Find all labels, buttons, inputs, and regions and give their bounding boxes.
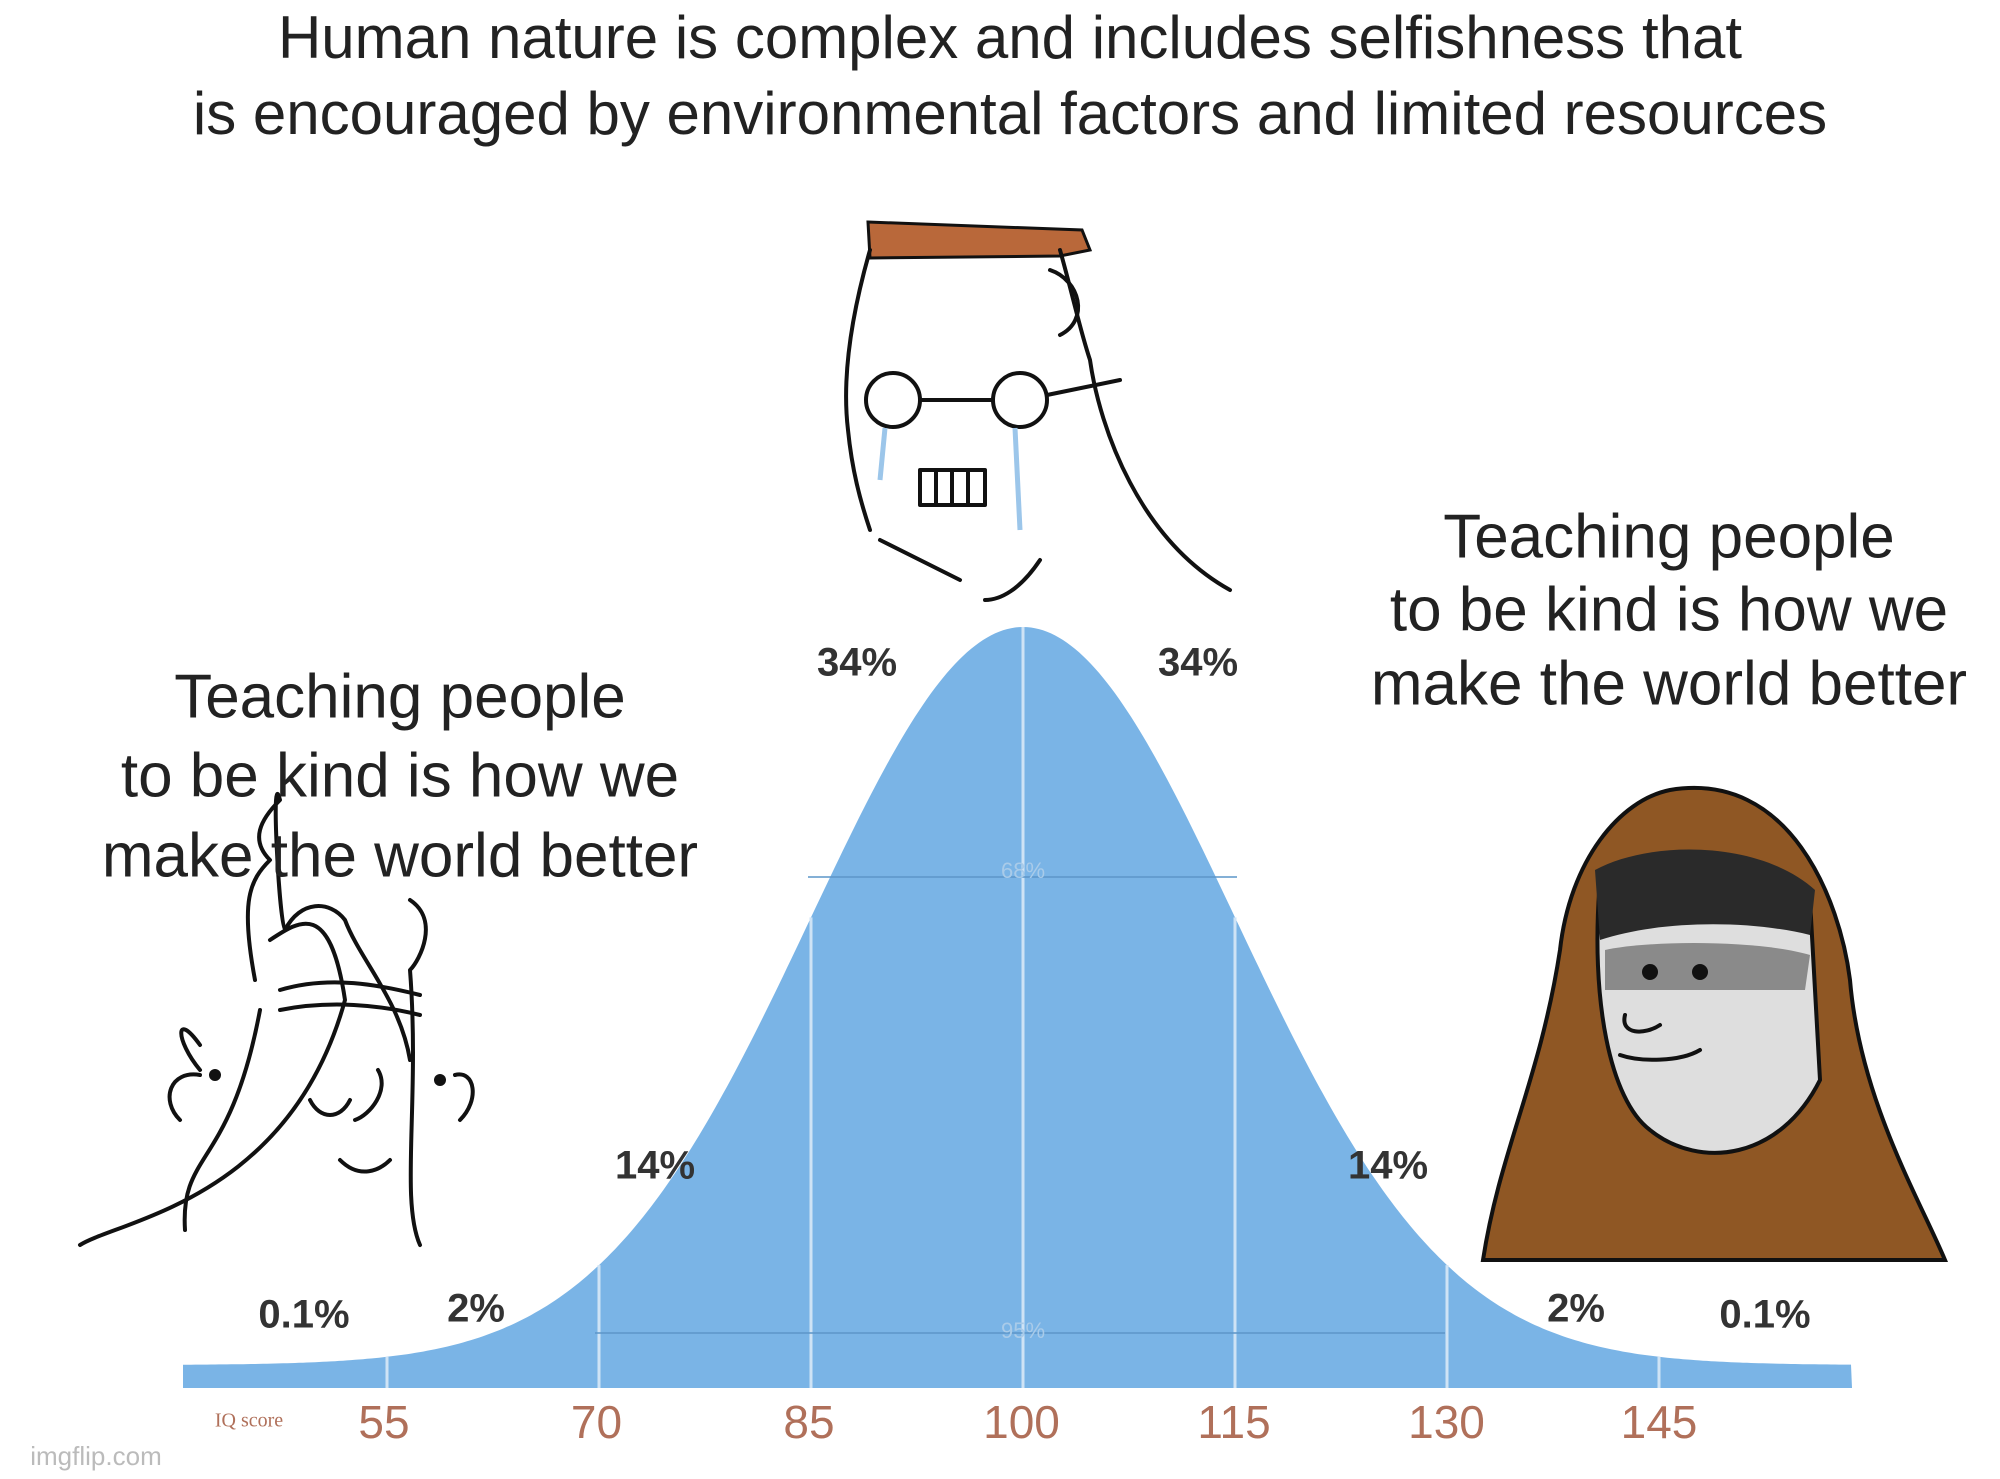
tick-label: 145 xyxy=(1621,1396,1698,1448)
tick-label: 115 xyxy=(1197,1396,1270,1448)
hooded-wojak xyxy=(1480,786,1949,1262)
inner-label: 68% xyxy=(1001,858,1045,883)
segment-label: 34% xyxy=(1158,641,1238,685)
segment-label: 0.1% xyxy=(1719,1293,1810,1337)
inner-label: 95% xyxy=(1001,1318,1045,1343)
crying-wojak xyxy=(844,220,1232,602)
tick-label: 130 xyxy=(1408,1396,1485,1448)
segment-label: 34% xyxy=(817,641,897,685)
left-caption: Teaching people to be kind is how we mak… xyxy=(102,662,698,890)
tick-label: 100 xyxy=(983,1396,1060,1448)
segment-label: 14% xyxy=(615,1144,695,1188)
segment-label: 2% xyxy=(447,1287,505,1331)
axis-label: IQ score xyxy=(215,1410,283,1432)
title: Human nature is complex and includes sel… xyxy=(193,4,1827,147)
simple-wojak xyxy=(78,792,475,1247)
caption-line: Teaching people xyxy=(1443,502,1895,571)
tick-label: 85 xyxy=(783,1396,834,1448)
tick-label: 70 xyxy=(571,1396,622,1448)
caption-line: Teaching people xyxy=(174,662,626,731)
curve-area xyxy=(183,627,1852,1388)
title-line: is encouraged by environmental factors a… xyxy=(193,80,1827,147)
segment-label: 2% xyxy=(1547,1287,1605,1331)
watermark: imgflip.com xyxy=(30,1441,161,1471)
segment-label: 0.1% xyxy=(258,1293,349,1337)
caption-line: make the world better xyxy=(102,821,698,890)
segment-label: 14% xyxy=(1348,1144,1428,1188)
right-caption: Teaching people to be kind is how we mak… xyxy=(1371,502,1967,718)
caption-line: make the world better xyxy=(1371,649,1967,718)
tick-label: 55 xyxy=(358,1396,409,1448)
caption-line: to be kind is how we xyxy=(1390,575,1948,644)
bell-curve xyxy=(183,627,1852,1388)
title-line: Human nature is complex and includes sel… xyxy=(278,4,1742,71)
caption-line: to be kind is how we xyxy=(121,741,679,810)
